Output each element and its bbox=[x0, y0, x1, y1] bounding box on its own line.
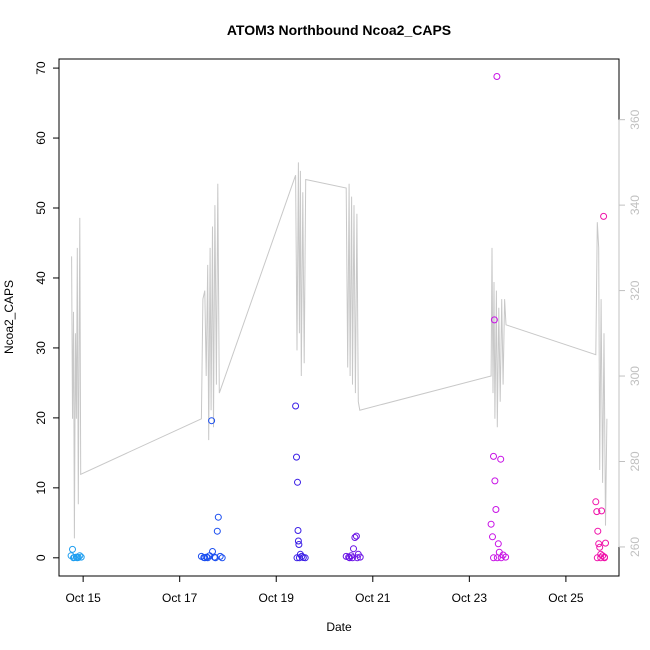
data-point bbox=[201, 554, 209, 562]
data-point bbox=[351, 534, 359, 541]
data-point bbox=[594, 527, 602, 535]
data-point bbox=[353, 554, 361, 562]
secondary-series-line bbox=[71, 162, 608, 539]
y-tick-label: 60 bbox=[34, 131, 48, 145]
data-point bbox=[218, 554, 226, 562]
data-point bbox=[597, 554, 605, 562]
data-point bbox=[214, 513, 222, 521]
data-point bbox=[598, 507, 606, 515]
series-2 bbox=[197, 417, 226, 562]
data-point bbox=[208, 417, 216, 425]
data-point bbox=[601, 554, 608, 562]
x-tick-label: Oct 21 bbox=[355, 591, 391, 605]
y-tick-label: 20 bbox=[34, 411, 48, 425]
data-point bbox=[493, 73, 501, 80]
y-tick-label: 70 bbox=[34, 61, 48, 75]
y2-tick-label: 320 bbox=[628, 280, 642, 300]
data-point bbox=[294, 478, 301, 486]
data-point bbox=[494, 540, 502, 548]
data-point bbox=[600, 212, 608, 220]
axes-layer: 0 10 20 30 40 50 60 70 260 280 300 320 340 360 Oct 15 O… bbox=[34, 61, 642, 605]
x-tick-label: Oct 15 bbox=[65, 591, 101, 605]
data-point bbox=[356, 553, 364, 561]
series-4 bbox=[342, 532, 364, 562]
data-point bbox=[211, 554, 219, 562]
data-point bbox=[593, 554, 601, 562]
data-point bbox=[490, 316, 498, 324]
points-layer bbox=[67, 73, 609, 562]
series-3 bbox=[292, 402, 309, 562]
data-point bbox=[70, 554, 77, 562]
data-point bbox=[216, 552, 224, 560]
secondary-line-layer bbox=[71, 162, 608, 539]
data-point bbox=[73, 554, 81, 562]
data-point bbox=[292, 402, 300, 410]
data-point bbox=[497, 554, 505, 562]
data-point bbox=[293, 453, 300, 461]
series-1 bbox=[67, 545, 85, 562]
data-point bbox=[209, 548, 216, 555]
data-point bbox=[493, 554, 501, 562]
y2-tick-label: 340 bbox=[628, 195, 642, 215]
y-axis-label: Ncoa2_CAPS bbox=[2, 280, 16, 354]
data-point bbox=[352, 532, 360, 540]
x-tick-label: Oct 17 bbox=[162, 591, 198, 605]
data-point bbox=[490, 554, 497, 562]
x-tick-label: Oct 23 bbox=[452, 591, 488, 605]
data-point bbox=[204, 554, 212, 562]
data-point bbox=[492, 506, 500, 513]
data-point bbox=[213, 527, 221, 535]
data-point bbox=[77, 553, 85, 561]
y-tick-label: 40 bbox=[34, 271, 48, 285]
chart-title: ATOM3 Northbound Ncoa2_CAPS bbox=[227, 22, 451, 38]
y-tick-label: 0 bbox=[34, 554, 48, 561]
data-point bbox=[602, 539, 609, 547]
y-tick-label: 30 bbox=[34, 341, 48, 355]
y-tick-label: 50 bbox=[34, 201, 48, 215]
data-point bbox=[502, 553, 510, 561]
data-point bbox=[497, 455, 505, 463]
data-point bbox=[294, 527, 302, 534]
plot-area bbox=[58, 58, 620, 577]
data-point bbox=[295, 541, 303, 548]
data-point bbox=[489, 533, 496, 541]
data-point bbox=[294, 537, 302, 545]
data-point bbox=[293, 554, 301, 562]
y2-tick-label: 260 bbox=[628, 537, 642, 557]
y2-tick-label: 360 bbox=[628, 109, 642, 129]
data-point bbox=[346, 554, 354, 562]
data-point bbox=[592, 498, 600, 506]
series-5 bbox=[487, 73, 510, 562]
data-point bbox=[69, 545, 76, 553]
y2-tick-label: 300 bbox=[628, 366, 642, 386]
data-point bbox=[295, 554, 303, 562]
data-point bbox=[490, 452, 497, 460]
data-point bbox=[593, 508, 601, 516]
data-point bbox=[491, 477, 499, 485]
data-point bbox=[596, 543, 604, 551]
y2-tick-label: 280 bbox=[628, 451, 642, 471]
series-6 bbox=[592, 212, 609, 562]
y-tick-label: 10 bbox=[34, 481, 48, 495]
data-point bbox=[349, 554, 356, 562]
x-tick-label: Oct 19 bbox=[259, 591, 295, 605]
x-axis-label: Date bbox=[326, 620, 352, 634]
data-point bbox=[595, 540, 603, 548]
data-point bbox=[487, 520, 495, 528]
x-tick-label: Oct 25 bbox=[548, 591, 584, 605]
data-point bbox=[350, 545, 357, 553]
